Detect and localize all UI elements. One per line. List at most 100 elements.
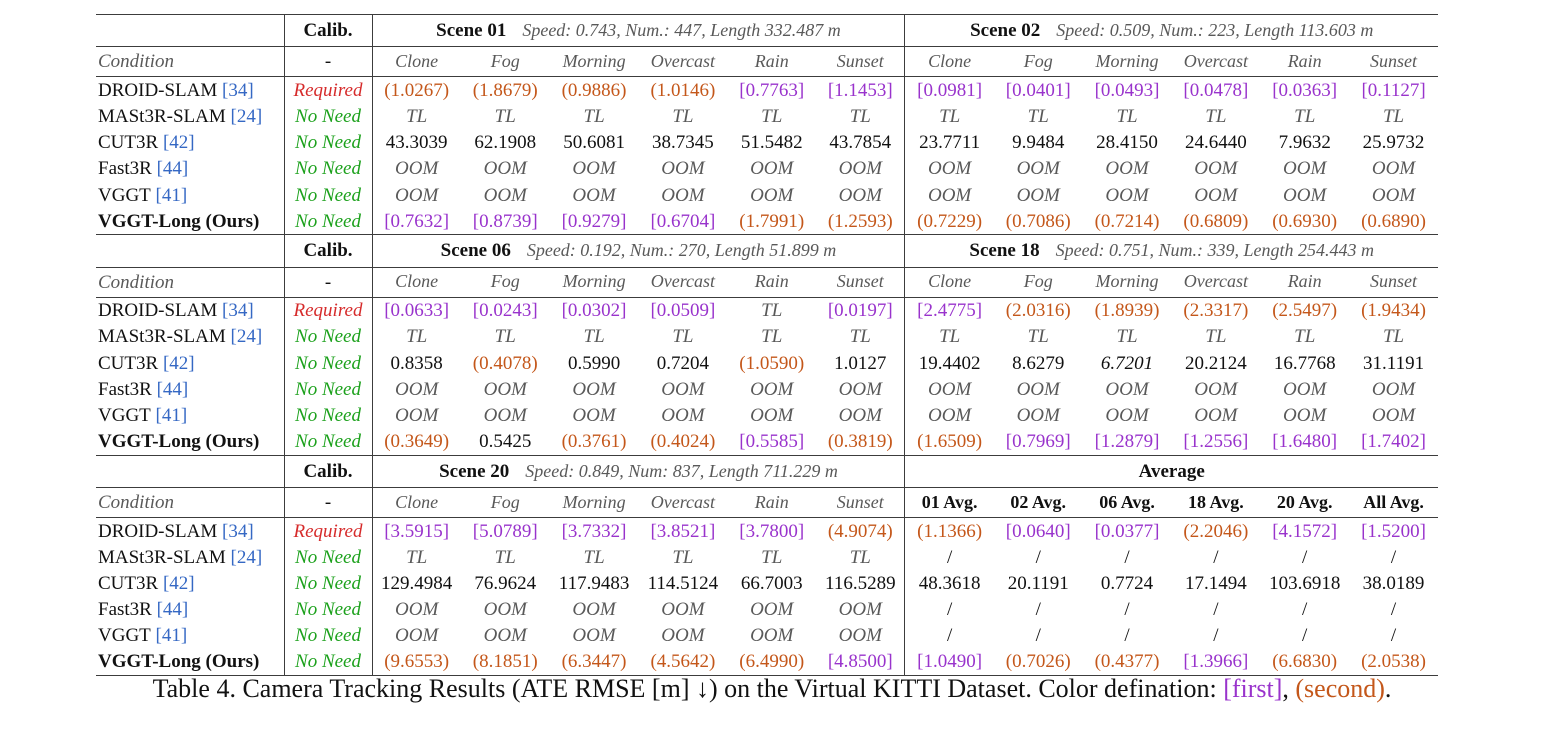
result-cell: 51.5482 [740, 132, 803, 154]
result-cell: (4.9074) [827, 520, 893, 542]
calib-cell: No Need [283, 208, 372, 236]
result-cell: [1.2556] [1171, 428, 1261, 456]
result-cell: OOM [904, 402, 994, 429]
citation-link[interactable]: [42] [158, 572, 195, 594]
result-cell: [3.8521] [650, 520, 716, 542]
citation-link[interactable]: [24] [225, 546, 263, 568]
method-name: VGGT [41] [96, 623, 284, 649]
result-cell: (1.7991) [727, 208, 817, 236]
method-name: DROID-SLAM [34] [96, 77, 284, 104]
citation-link[interactable]: [44] [151, 158, 189, 180]
result-cell: 24.6440 [1184, 132, 1247, 154]
result-cell: (0.6809) [1171, 208, 1261, 236]
results-table-container: Calib. Scene 01 Speed: 0.743, Num.: 447, L… [96, 13, 1438, 677]
column-header: Sunset [1349, 46, 1438, 78]
condition-label: Condition [96, 46, 284, 78]
scene-header: Average [904, 454, 1438, 488]
result-cell: (1.0146) [650, 79, 716, 101]
method-name: DROID-SLAM [34] [96, 518, 284, 545]
result-cell: 17.1494 [1184, 572, 1247, 594]
result-cell: [3.5915] [371, 517, 461, 545]
citation-link[interactable]: [41] [150, 404, 188, 426]
result-cell: OOM [1105, 404, 1149, 426]
result-cell: / [1124, 625, 1130, 647]
result-cell: TL [761, 300, 783, 322]
result-cell: 0.5990 [567, 352, 621, 374]
citation-link[interactable]: [44] [151, 378, 189, 400]
citation-link[interactable]: [41] [150, 625, 188, 647]
result-cell: OOM [572, 625, 616, 647]
citation-link[interactable]: [44] [151, 599, 189, 621]
result-cell: [0.0509] [650, 300, 716, 322]
result-cell: (1.8679) [472, 79, 538, 101]
method-name: VGGT-Long (Ours) [96, 208, 284, 236]
calib-none-label: - [283, 267, 372, 298]
scene-title: Scene 01 [436, 20, 507, 41]
result-cell: OOM [750, 378, 794, 400]
result-cell: (1.8939) [1094, 300, 1160, 322]
result-cell: TL [583, 546, 605, 568]
result-cell: OOM [1194, 404, 1238, 426]
method-name: VGGT-Long (Ours) [96, 648, 284, 677]
result-cell: TL [672, 546, 694, 568]
citation-link[interactable]: [41] [150, 184, 188, 206]
result-cell: 129.4984 [371, 570, 461, 597]
result-cell: [0.6704] [638, 208, 728, 236]
calib-cell: No Need [283, 103, 372, 130]
column-header: Rain [727, 267, 817, 298]
citation-link[interactable]: [42] [158, 352, 195, 374]
column-header-row: Condition - Clone Fog Morning Overcast Rain Sun… [96, 46, 1438, 78]
method-name: DROID-SLAM [34] [96, 297, 284, 324]
result-cell: [0.0633] [371, 297, 461, 324]
result-cell: (0.6890) [1349, 208, 1438, 236]
method-name: Fast3R [44] [96, 156, 284, 182]
result-cell: TL [1294, 106, 1316, 128]
result-cell: [0.0377] [1094, 520, 1160, 542]
result-cell: OOM [750, 599, 794, 621]
result-cell: 0.8358 [371, 350, 461, 377]
result-cell: OOM [1194, 378, 1238, 400]
citation-link[interactable]: [34] [217, 79, 254, 101]
scene-info: Speed: 0.743, Num.: 447, Length 332.487 … [522, 20, 841, 40]
result-cell: OOM [838, 378, 882, 400]
result-cell: OOM [1016, 158, 1060, 180]
result-cell: TL [761, 546, 783, 568]
result-cell: (8.1851) [460, 648, 550, 677]
method-label: VGGT [98, 625, 151, 647]
result-cell: OOM [1283, 158, 1327, 180]
result-cell: 38.7345 [652, 132, 714, 154]
result-cell: OOM [661, 184, 705, 206]
result-cell: [0.7969] [993, 428, 1083, 456]
citation-link[interactable]: [34] [217, 520, 254, 542]
result-cell: / [1213, 599, 1219, 621]
result-cell: / [1390, 625, 1397, 647]
table-row: VGGT-Long (Ours) No Need (0.3649) 0.5425 (0.… [96, 428, 1438, 456]
calib-cell: Required [283, 517, 372, 545]
scene-header-row: Calib. Scene 01 Speed: 0.743, Num.: 447, L… [96, 13, 1438, 48]
result-cell: OOM [483, 625, 527, 647]
citation-link[interactable]: [24] [225, 326, 263, 348]
result-cell: 50.6081 [563, 132, 625, 154]
column-header: Morning [549, 46, 639, 78]
result-cell: OOM [661, 378, 705, 400]
citation-link[interactable]: [34] [217, 300, 254, 322]
result-cell: TL [494, 326, 516, 348]
column-header: Fog [993, 267, 1083, 298]
result-cell: OOM [750, 625, 794, 647]
column-header: Fog [460, 487, 550, 519]
calib-cell: No Need [283, 402, 372, 429]
result-cell: OOM [483, 404, 527, 426]
citation-link[interactable]: [42] [158, 132, 195, 154]
table-caption: Table 4. Camera Tracking Results (ATE RM… [0, 674, 1544, 704]
result-cell: OOM [1283, 404, 1327, 426]
method-name: VGGT-Long (Ours) [96, 428, 284, 456]
method-name: MASt3R-SLAM [24] [96, 104, 284, 130]
citation-link[interactable]: [24] [225, 106, 263, 128]
column-header: 18 Avg. [1171, 487, 1261, 519]
result-cell: [4.8500] [816, 648, 905, 677]
condition-label: Condition [96, 487, 284, 519]
result-cell: OOM [371, 182, 461, 209]
result-cell: OOM [661, 158, 705, 180]
calib-header: Calib. [283, 234, 372, 268]
result-cell: (0.7229) [904, 208, 994, 236]
